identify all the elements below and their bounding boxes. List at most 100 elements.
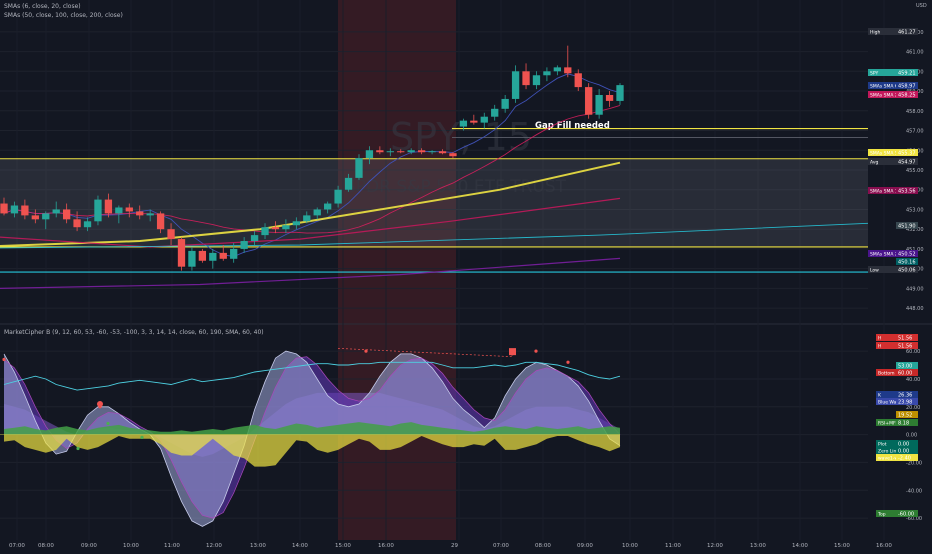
osc-label: Bottom 60.00 — [876, 369, 918, 377]
candle-body — [136, 211, 144, 216]
osc-label: H 51.56 — [876, 334, 918, 342]
wave1-area — [4, 351, 620, 527]
candle-body — [198, 250, 207, 261]
osc-label-tag — [876, 447, 896, 454]
price-label-tag — [868, 187, 896, 194]
price-tick-label: 458.00 — [906, 109, 924, 115]
x-tick-label: 07:00 — [493, 543, 509, 549]
price-tick-label: 448.00 — [906, 306, 924, 312]
price-label: 451.90 — [896, 222, 918, 230]
session-highlight — [338, 0, 456, 540]
osc-label: wave1-wave2-2.40 — [876, 454, 918, 462]
candle-body — [428, 151, 436, 153]
divergence-line — [337, 347, 513, 358]
price-label-value: 451.90 — [898, 224, 916, 230]
candle-body — [574, 73, 582, 88]
price-label-value: 459.21 — [898, 71, 916, 77]
candle-body — [470, 120, 478, 123]
candle-body — [417, 150, 426, 153]
osc-label-value: 51.56 — [898, 344, 912, 350]
wave2-line — [3, 356, 621, 519]
gap-fill-annotation: Gap Fill needed — [535, 121, 610, 131]
osc-label-value: 26.36 — [898, 393, 912, 399]
candle-body — [104, 199, 113, 214]
osc-label-name: Zero Line — [878, 449, 899, 455]
osc-label-value: 0.00 — [898, 449, 909, 455]
candle-body — [376, 150, 384, 153]
osc-label-value-bg — [896, 419, 918, 426]
osc-label-value: 23.98 — [898, 400, 912, 406]
sma200-line — [0, 257, 621, 289]
x-tick-label: 09:00 — [81, 543, 97, 549]
x-tick-label: 29 — [451, 543, 458, 549]
price-label-name: SPY — [870, 71, 878, 77]
price-label-value: 453.56 — [898, 189, 916, 195]
osc-label-value-bg — [896, 362, 918, 369]
price-label-value: 455.37 — [898, 151, 916, 157]
x-tick-label: 11:00 — [164, 543, 180, 549]
osc-label: Plot 0.00 — [876, 440, 918, 448]
price-label-tag — [868, 28, 896, 35]
candle-body — [543, 71, 551, 76]
osc-label-tag — [876, 334, 896, 341]
signal-dot — [2, 357, 6, 362]
candle-body — [31, 215, 39, 220]
candle-body — [511, 71, 520, 99]
price-label: 450.16 — [896, 258, 918, 266]
candle-body — [167, 229, 175, 240]
x-tick-label: 15:00 — [335, 543, 351, 549]
candle-body — [313, 209, 321, 216]
osc-label-value-bg — [896, 411, 918, 418]
osc-label-value: 8.18 — [898, 421, 909, 427]
rsi-line — [3, 361, 621, 391]
osc-label-value: 53.00 — [898, 364, 912, 370]
price-label-value-bg — [896, 187, 918, 194]
osc-tick-label: -40.00 — [906, 488, 922, 494]
price-label-value-bg — [896, 82, 918, 89]
x-tick-label: 08:00 — [38, 543, 54, 549]
candle-body — [219, 252, 227, 259]
candle-body — [146, 213, 154, 216]
osc-label-tag — [876, 454, 896, 461]
osc-label-tag — [876, 342, 896, 349]
osc-tick-label: 40.00 — [906, 377, 920, 383]
signal-dot — [140, 435, 144, 439]
x-tick-label: 16:00 — [378, 543, 394, 549]
price-label-value-bg — [896, 149, 918, 156]
candle-body — [459, 120, 468, 127]
osc-label-name: H — [878, 344, 881, 350]
candle-body — [605, 94, 614, 101]
wave1-line — [3, 350, 621, 527]
price-label-value: 450.52 — [898, 252, 916, 258]
price-label-value-bg — [896, 250, 918, 257]
osc-tick-label: -60.00 — [906, 516, 922, 522]
price-label-tag — [868, 149, 896, 156]
overlay-legend-1: SMAs (6, close, 20, close) — [4, 3, 81, 10]
price-label: High 461.27 — [868, 28, 918, 36]
price-label-value: 458.25 — [898, 93, 916, 99]
osc-tick-label: -20.00 — [906, 460, 922, 466]
osc-label-value: -2.40 — [898, 456, 911, 462]
price-label-name: SMAs SMA 6 — [870, 84, 898, 90]
candle-body — [386, 151, 394, 153]
candle-body — [240, 241, 248, 249]
price-label-tag — [868, 69, 896, 76]
osc-label-tag — [876, 391, 896, 398]
avg-line — [0, 222, 869, 249]
price-label-name: Avg — [870, 160, 878, 166]
candle-body — [438, 151, 447, 154]
x-tick-label: 10:00 — [622, 543, 638, 549]
x-tick-label: 09:00 — [577, 543, 593, 549]
price-tick-label: 461.00 — [906, 50, 924, 56]
candle-body — [52, 209, 60, 214]
price-label-value-bg — [896, 91, 918, 98]
candle-body — [209, 252, 217, 261]
osc-label-value-bg — [896, 391, 918, 398]
osc-label-value-bg — [896, 398, 918, 405]
candle-body — [303, 215, 311, 222]
price-tick-label: 452.00 — [906, 227, 924, 233]
